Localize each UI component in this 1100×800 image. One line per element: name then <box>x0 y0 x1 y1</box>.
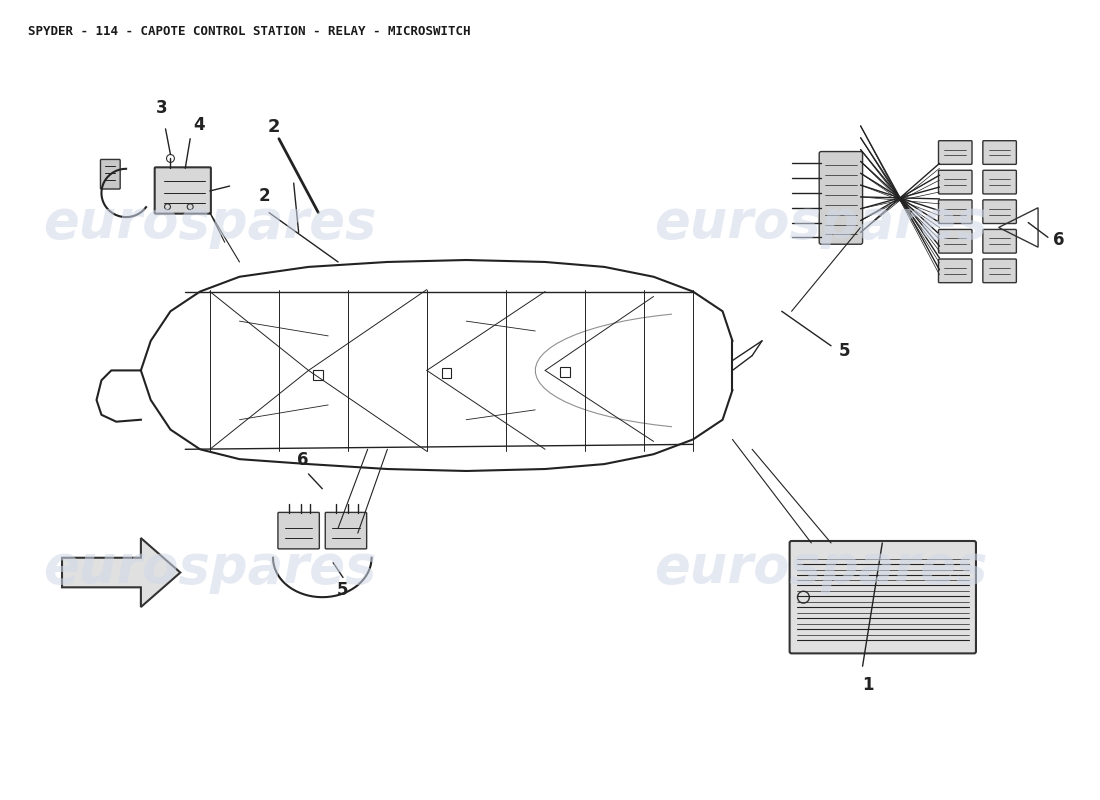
Text: 5: 5 <box>338 582 349 599</box>
FancyBboxPatch shape <box>100 159 120 189</box>
FancyBboxPatch shape <box>155 167 211 214</box>
FancyBboxPatch shape <box>938 259 972 282</box>
FancyBboxPatch shape <box>278 512 319 549</box>
FancyBboxPatch shape <box>790 541 976 654</box>
Text: eurospares: eurospares <box>43 197 376 249</box>
Text: 1: 1 <box>861 676 873 694</box>
Text: 6: 6 <box>1053 231 1065 250</box>
FancyBboxPatch shape <box>938 141 972 164</box>
FancyBboxPatch shape <box>938 230 972 253</box>
FancyBboxPatch shape <box>983 259 1016 282</box>
FancyBboxPatch shape <box>938 170 972 194</box>
FancyBboxPatch shape <box>326 512 366 549</box>
Text: 2: 2 <box>267 118 280 136</box>
Polygon shape <box>62 538 180 607</box>
Text: eurospares: eurospares <box>43 542 376 594</box>
FancyBboxPatch shape <box>820 151 862 244</box>
Text: 4: 4 <box>194 116 205 134</box>
Text: 5: 5 <box>839 342 850 360</box>
Text: 3: 3 <box>156 99 167 117</box>
FancyBboxPatch shape <box>983 200 1016 223</box>
Text: SPYDER - 114 - CAPOTE CONTROL STATION - RELAY - MICROSWITCH: SPYDER - 114 - CAPOTE CONTROL STATION - … <box>28 26 470 38</box>
Bar <box>441 369 451 378</box>
Text: 6: 6 <box>297 451 308 469</box>
Text: eurospares: eurospares <box>654 542 988 594</box>
FancyBboxPatch shape <box>938 200 972 223</box>
Text: eurospares: eurospares <box>654 197 988 249</box>
Bar <box>560 367 570 378</box>
FancyBboxPatch shape <box>983 141 1016 164</box>
FancyBboxPatch shape <box>983 170 1016 194</box>
Text: 2: 2 <box>258 186 270 205</box>
Bar <box>314 370 323 380</box>
FancyBboxPatch shape <box>983 230 1016 253</box>
